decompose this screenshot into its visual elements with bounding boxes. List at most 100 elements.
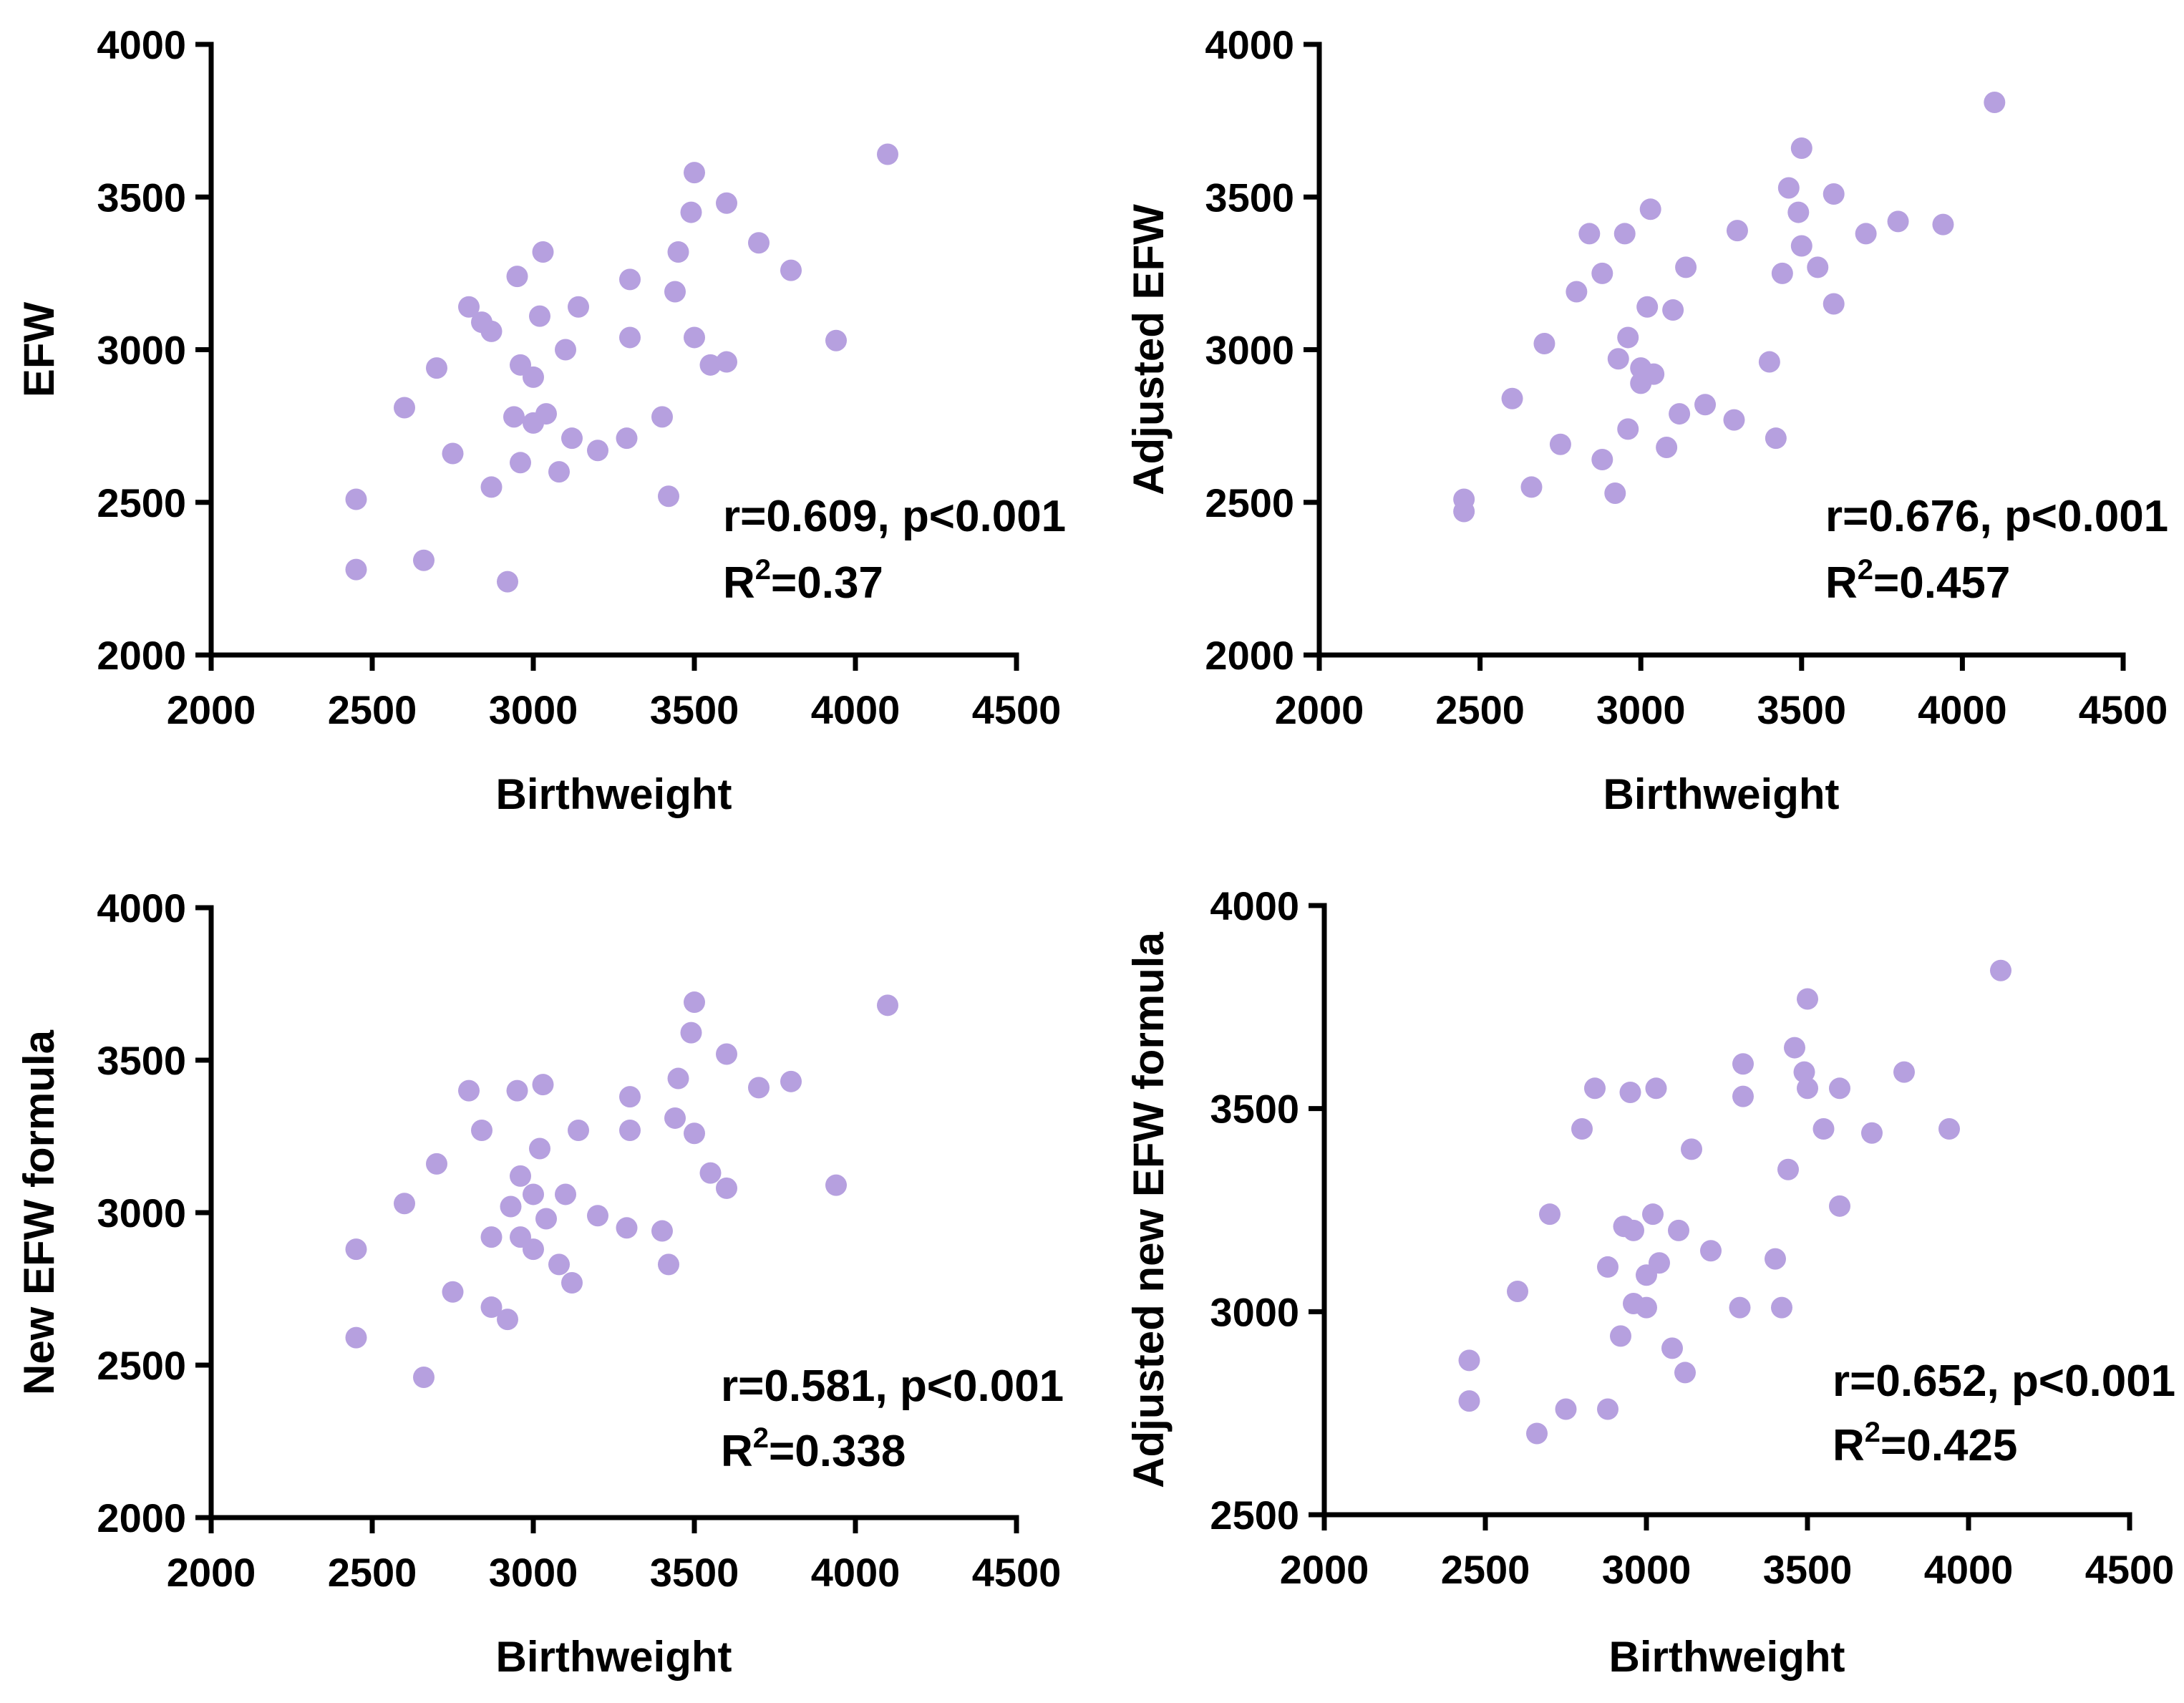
x-tick-label: 2500: [1435, 687, 1525, 732]
data-point: [1636, 296, 1659, 318]
data-point: [1675, 256, 1697, 278]
data-point: [684, 326, 705, 349]
data-point: [503, 406, 525, 428]
scatter-panel-1: 2000 2500 3000 3500 4000 2000 2500 3000 3500 4000…: [15, 22, 1066, 818]
x-tick-label: 2000: [167, 1550, 256, 1595]
x-axis-title: Birthweight: [496, 1633, 732, 1681]
y-axis-title: EFW: [15, 301, 63, 397]
y-tick-label: 2000: [97, 1495, 186, 1541]
data-point: [1578, 223, 1601, 245]
data-point: [1520, 476, 1543, 498]
y-tick-label: 2000: [97, 633, 186, 678]
r-squared-value: =0.338: [769, 1427, 906, 1476]
data-point: [568, 296, 589, 318]
data-point: [532, 1074, 554, 1096]
data-point: [1790, 137, 1812, 160]
data-point: [619, 268, 641, 291]
data-point: [658, 485, 679, 508]
data-point: [510, 452, 531, 474]
data-point: [1893, 1061, 1915, 1083]
data-point: [1855, 223, 1877, 245]
data-point: [345, 488, 367, 510]
data-point: [1932, 213, 1954, 236]
x-tick-label: 3000: [1596, 687, 1686, 732]
data-point: [497, 571, 518, 593]
y-tick-label: 3500: [1205, 175, 1294, 220]
y-tick-label: 3000: [97, 1190, 186, 1236]
data-point: [413, 549, 435, 571]
data-point: [1729, 1296, 1751, 1319]
y-tick-label: 3000: [97, 328, 186, 373]
data-point: [619, 1086, 641, 1108]
data-point: [458, 296, 480, 318]
scatter-panel-3: 2000 2500 3000 3500 4000 2000 2500 3000 3500 4000…: [15, 886, 1064, 1681]
r-squared-stat: R2=0.37: [723, 554, 883, 608]
r-squared-symbol: R: [723, 558, 755, 608]
data-point: [1787, 201, 1810, 223]
x-tick-label: 3000: [489, 1550, 578, 1595]
data-point: [1584, 1077, 1606, 1100]
data-point: [684, 162, 705, 184]
data-point: [667, 241, 689, 263]
data-point: [529, 1137, 550, 1160]
data-point: [780, 259, 802, 281]
data-point: [1607, 348, 1629, 370]
data-point: [1662, 299, 1684, 321]
data-point: [1636, 1296, 1657, 1319]
data-point: [699, 354, 722, 376]
y-tick-label: 2000: [1205, 633, 1294, 678]
x-tick-label: 3500: [650, 1550, 739, 1595]
r-squared-value: =0.425: [1880, 1421, 2017, 1470]
data-point: [1829, 1195, 1850, 1217]
r-squared-superscript: 2: [1858, 554, 1873, 586]
data-point: [684, 991, 705, 1014]
data-point: [1458, 1349, 1480, 1372]
data-point: [480, 476, 503, 498]
y-tick-label: 4000: [1205, 22, 1294, 67]
data-point: [1610, 1325, 1631, 1347]
x-tick-label: 4000: [1918, 687, 2007, 732]
x-axis-title: Birthweight: [1603, 770, 1840, 818]
data-point: [458, 1079, 480, 1102]
r-squared-value: =0.457: [1873, 558, 2010, 608]
x-tick-label: 4500: [972, 1550, 1062, 1595]
y-tick-label: 2500: [1205, 480, 1294, 525]
x-tick-label: 4500: [2085, 1547, 2175, 1592]
data-point: [1784, 1037, 1805, 1059]
scatter-panel-2: 2000 2500 3000 3500 4000 2000 2500 3000 3500 4000…: [1125, 22, 2168, 818]
data-point: [1597, 1256, 1618, 1278]
data-point: [497, 1309, 518, 1331]
y-axis-title: Adjusted new EFW formula: [1125, 932, 1173, 1488]
data-point: [1555, 1398, 1577, 1420]
data-point: [523, 1183, 544, 1205]
data-point: [716, 351, 737, 373]
data-point: [1807, 256, 1829, 278]
data-point: [480, 1226, 503, 1248]
data-point: [1453, 500, 1475, 523]
data-point: [394, 1193, 415, 1215]
correlation-stat: r=0.652, p<0.001: [1833, 1357, 2175, 1406]
data-point: [1887, 210, 1909, 233]
data-point: [1639, 198, 1661, 220]
data-point: [426, 1153, 447, 1175]
data-point: [1990, 959, 2011, 981]
y-tick-label: 4000: [97, 22, 186, 67]
data-point: [568, 1119, 589, 1141]
data-point: [716, 1043, 737, 1065]
data-point: [664, 281, 686, 303]
y-tick-label: 3500: [97, 1038, 186, 1083]
x-tick-label: 4500: [2079, 687, 2168, 732]
x-tick-label: 2000: [1275, 687, 1364, 732]
data-point: [500, 1195, 522, 1218]
data-point: [716, 192, 737, 214]
data-point: [561, 1271, 583, 1294]
data-point: [1613, 223, 1636, 245]
y-tick-label: 4000: [1210, 883, 1299, 928]
r-squared-superscript: 2: [753, 1422, 769, 1454]
data-point: [523, 366, 544, 388]
data-point: [1591, 262, 1613, 284]
r-squared-superscript: 2: [1865, 1417, 1880, 1448]
data-point: [1797, 1077, 1818, 1100]
scatter-panel-4: 2500 3000 3500 4000 2000 2500 3000 3500 4000 4500…: [1125, 883, 2175, 1681]
